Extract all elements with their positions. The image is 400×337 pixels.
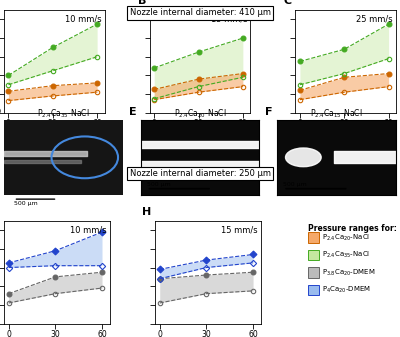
Text: E: E xyxy=(129,107,136,117)
Title: P$_{2.4}$Ca$_{20}$-NaCl: P$_{2.4}$Ca$_{20}$-NaCl xyxy=(174,108,226,120)
X-axis label: Time (min): Time (min) xyxy=(325,129,366,139)
Text: 15 mm/s: 15 mm/s xyxy=(211,14,247,23)
Text: Pressure ranges for:: Pressure ranges for: xyxy=(308,224,397,233)
Text: F: F xyxy=(265,107,273,117)
Text: P$_4$Ca$_{20}$-DMEM: P$_4$Ca$_{20}$-DMEM xyxy=(322,285,372,295)
Text: C: C xyxy=(284,0,292,6)
Text: 25 mm/s: 25 mm/s xyxy=(356,14,393,23)
Text: P$_{2.4}$Ca$_{20}$-NaCl: P$_{2.4}$Ca$_{20}$-NaCl xyxy=(322,232,371,243)
Title: P$_{2.4}$Ca$_{35}$-NaCl: P$_{2.4}$Ca$_{35}$-NaCl xyxy=(37,108,90,120)
Title: P$_{2.4}$Ca$_{15}$-NaCl: P$_{2.4}$Ca$_{15}$-NaCl xyxy=(310,108,363,120)
Text: B: B xyxy=(138,0,146,6)
Text: 500 μm: 500 μm xyxy=(14,201,37,206)
X-axis label: Time (min): Time (min) xyxy=(34,129,75,139)
Text: 10 mm/s: 10 mm/s xyxy=(65,14,102,23)
Ellipse shape xyxy=(286,148,321,167)
Text: Nozzle internal diameter: 410 μm: Nozzle internal diameter: 410 μm xyxy=(130,8,270,18)
Text: 500 μm: 500 μm xyxy=(146,182,170,187)
Text: D: D xyxy=(0,107,1,117)
Text: 500 μm: 500 μm xyxy=(283,182,307,187)
Text: H: H xyxy=(142,207,152,217)
Text: P$_{3.8}$Ca$_{20}$-DMEM: P$_{3.8}$Ca$_{20}$-DMEM xyxy=(322,267,376,278)
Text: Nozzle internal diameter: 250 μm: Nozzle internal diameter: 250 μm xyxy=(130,169,270,178)
Text: 10 mm/s: 10 mm/s xyxy=(70,225,107,234)
Text: 15 mm/s: 15 mm/s xyxy=(221,225,258,234)
Text: P$_{2.4}$Ca$_{35}$-NaCl: P$_{2.4}$Ca$_{35}$-NaCl xyxy=(322,250,371,260)
X-axis label: Time (min): Time (min) xyxy=(179,129,221,139)
